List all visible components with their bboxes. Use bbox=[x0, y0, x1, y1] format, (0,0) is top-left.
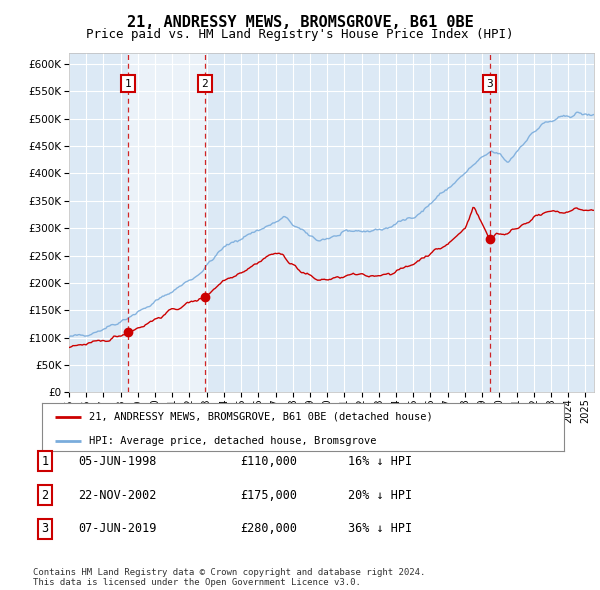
Bar bbox=[128, 53, 205, 392]
Text: Price paid vs. HM Land Registry's House Price Index (HPI): Price paid vs. HM Land Registry's House … bbox=[86, 28, 514, 41]
Text: 07-JUN-2019: 07-JUN-2019 bbox=[78, 522, 157, 535]
Text: 1: 1 bbox=[125, 78, 131, 88]
Text: 36% ↓ HPI: 36% ↓ HPI bbox=[348, 522, 412, 535]
Text: 3: 3 bbox=[486, 78, 493, 88]
Text: 16% ↓ HPI: 16% ↓ HPI bbox=[348, 455, 412, 468]
Text: 22-NOV-2002: 22-NOV-2002 bbox=[78, 489, 157, 502]
Text: 2: 2 bbox=[202, 78, 208, 88]
Text: 1: 1 bbox=[41, 455, 49, 468]
Text: £280,000: £280,000 bbox=[240, 522, 297, 535]
Text: £175,000: £175,000 bbox=[240, 489, 297, 502]
Text: 05-JUN-1998: 05-JUN-1998 bbox=[78, 455, 157, 468]
Text: 21, ANDRESSY MEWS, BROMSGROVE, B61 0BE (detached house): 21, ANDRESSY MEWS, BROMSGROVE, B61 0BE (… bbox=[89, 411, 433, 421]
Text: 21, ANDRESSY MEWS, BROMSGROVE, B61 0BE: 21, ANDRESSY MEWS, BROMSGROVE, B61 0BE bbox=[127, 15, 473, 30]
Text: 2: 2 bbox=[41, 489, 49, 502]
Text: Contains HM Land Registry data © Crown copyright and database right 2024.
This d: Contains HM Land Registry data © Crown c… bbox=[33, 568, 425, 587]
Text: 3: 3 bbox=[41, 522, 49, 535]
Text: HPI: Average price, detached house, Bromsgrove: HPI: Average price, detached house, Brom… bbox=[89, 435, 376, 445]
Text: £110,000: £110,000 bbox=[240, 455, 297, 468]
Text: 20% ↓ HPI: 20% ↓ HPI bbox=[348, 489, 412, 502]
